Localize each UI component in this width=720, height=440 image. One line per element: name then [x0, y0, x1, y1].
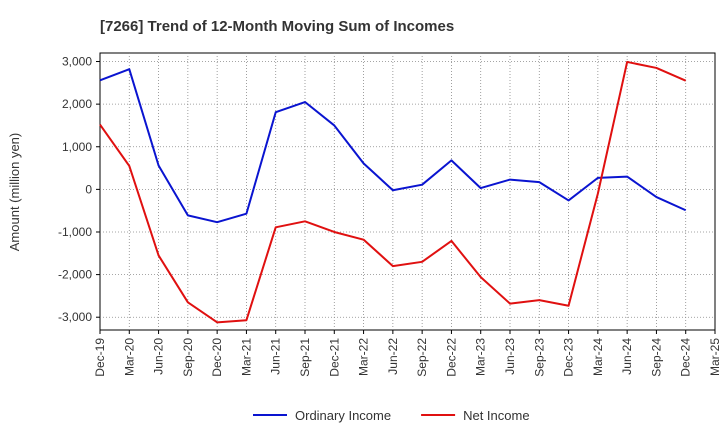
x-tick-label: Mar-23 — [474, 338, 488, 376]
x-tick-label: Sep-22 — [415, 338, 429, 377]
plot-area — [99, 52, 716, 331]
x-tick-label: Sep-24 — [649, 338, 663, 377]
x-tick-label: Dec-19 — [93, 338, 107, 377]
legend-label-ordinary-income: Ordinary Income — [295, 408, 391, 423]
y-tick-label: -1,000 — [58, 225, 92, 239]
x-tick-label: Mar-22 — [357, 338, 371, 376]
x-tick-label: Sep-21 — [298, 338, 312, 377]
series-line-ordinary-income — [99, 68, 687, 224]
y-axis-label: Amount (million yen) — [7, 133, 22, 252]
x-tick-label: Jun-22 — [386, 338, 400, 375]
x-tick-label: Sep-23 — [532, 338, 546, 377]
x-tick-label: Dec-24 — [679, 338, 693, 377]
x-tick-label: Mar-24 — [591, 338, 605, 376]
x-tick-label: Mar-20 — [122, 338, 136, 376]
x-tick-label: Dec-21 — [327, 338, 341, 377]
x-tick-label: Sep-20 — [181, 338, 195, 377]
series-lines — [99, 60, 687, 324]
y-tick-label: -3,000 — [58, 310, 92, 324]
y-tick-label: 1,000 — [62, 140, 92, 154]
x-tick-label: Mar-25 — [708, 338, 720, 376]
x-tick-label: Dec-22 — [444, 338, 458, 377]
plot-frame — [99, 52, 716, 331]
series-line-net-income — [99, 60, 687, 324]
y-tick-label: 0 — [85, 182, 92, 196]
x-tick-label: Jun-20 — [152, 338, 166, 375]
legend: Ordinary Income Net Income — [253, 408, 530, 423]
x-axis: Dec-19 Mar-20 Jun-20 Sep-20 Dec-20 Mar-21 Jun-… — [93, 330, 720, 377]
x-tick-label: Dec-20 — [210, 338, 224, 377]
chart-title: [7266] Trend of 12-Month Moving Sum of I… — [100, 18, 454, 35]
legend-label-net-income: Net Income — [463, 408, 529, 423]
x-tick-label: Jun-21 — [269, 338, 283, 375]
x-tick-label: Dec-23 — [562, 338, 576, 377]
x-tick-label: Jun-24 — [620, 338, 634, 375]
y-tick-label: -2,000 — [58, 268, 92, 282]
x-tick-label: Jun-23 — [503, 338, 517, 375]
x-tick-label: Mar-21 — [239, 338, 253, 376]
y-axis: -3,000 -2,000 -1,000 0 1,000 2,000 3,000 — [58, 55, 100, 324]
y-tick-label: 2,000 — [62, 97, 92, 111]
y-tick-label: 3,000 — [62, 55, 92, 69]
